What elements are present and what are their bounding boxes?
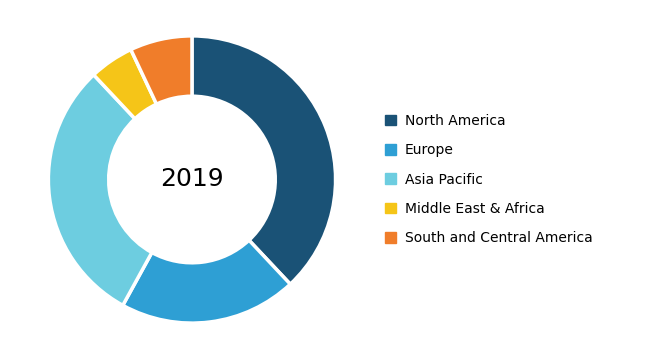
Legend: North America, Europe, Asia Pacific, Middle East & Africa, South and Central Ame: North America, Europe, Asia Pacific, Mid… — [385, 114, 592, 245]
Wedge shape — [122, 240, 290, 323]
Text: 2019: 2019 — [160, 168, 224, 191]
Wedge shape — [192, 36, 336, 284]
Wedge shape — [131, 36, 192, 104]
Wedge shape — [48, 75, 152, 306]
Wedge shape — [94, 50, 156, 119]
